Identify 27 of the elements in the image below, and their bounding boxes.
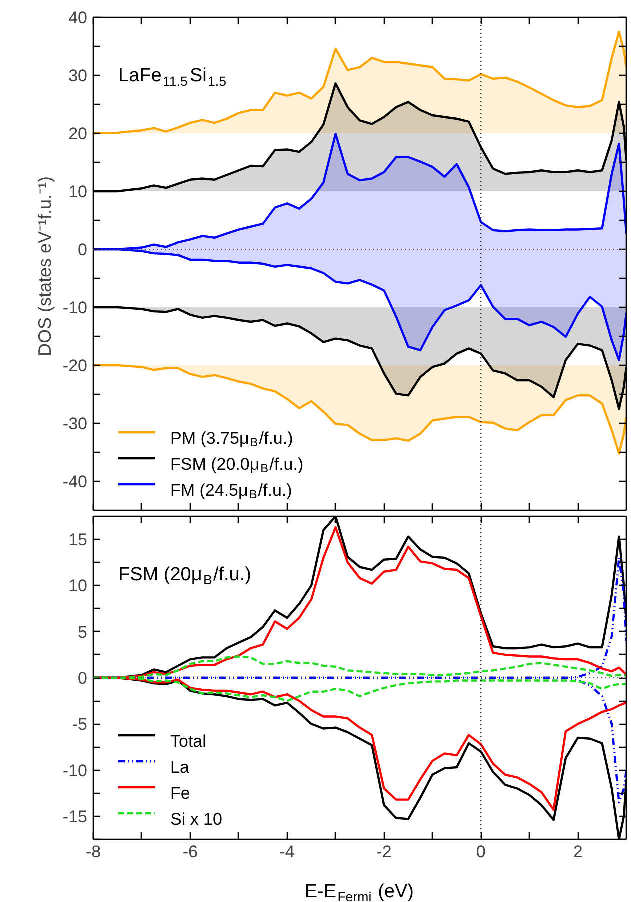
legend-label: Fe <box>170 784 190 803</box>
y-tick-label: -15 <box>62 807 88 826</box>
y-tick-label: 40 <box>68 8 88 28</box>
y-tick-label: -30 <box>62 414 88 434</box>
y-tick-label: 5 <box>78 622 88 642</box>
y-tick-label: 10 <box>68 182 88 202</box>
x-tick-label: -6 <box>182 842 198 862</box>
y-tick-label: 15 <box>68 530 88 550</box>
x-tick-label: -2 <box>376 842 392 862</box>
y-tick-label: -40 <box>62 472 88 492</box>
y-tick-label: -10 <box>62 298 88 318</box>
y-tick-label: 0 <box>78 669 88 688</box>
y-tick-label: -20 <box>62 356 88 376</box>
x-tick-label: -4 <box>280 842 295 862</box>
x-tick-label: -8 <box>86 842 102 862</box>
legend-label: Si x 10 <box>170 810 222 829</box>
x-tick-label: 0 <box>476 842 486 862</box>
x-tick-label: 2 <box>573 842 583 862</box>
y-tick-label: 30 <box>68 66 88 86</box>
y-tick-label: 20 <box>68 124 88 144</box>
y-tick-label: 0 <box>78 240 88 260</box>
legend-label: La <box>170 758 190 777</box>
y-tick-label: -10 <box>62 761 88 780</box>
y-axis-title: DOS (states eV⁻¹f.u.⁻¹) <box>34 176 55 357</box>
y-tick-label: -5 <box>72 715 88 734</box>
y-tick-label: 10 <box>68 576 88 596</box>
legend-label: Total <box>170 732 206 751</box>
